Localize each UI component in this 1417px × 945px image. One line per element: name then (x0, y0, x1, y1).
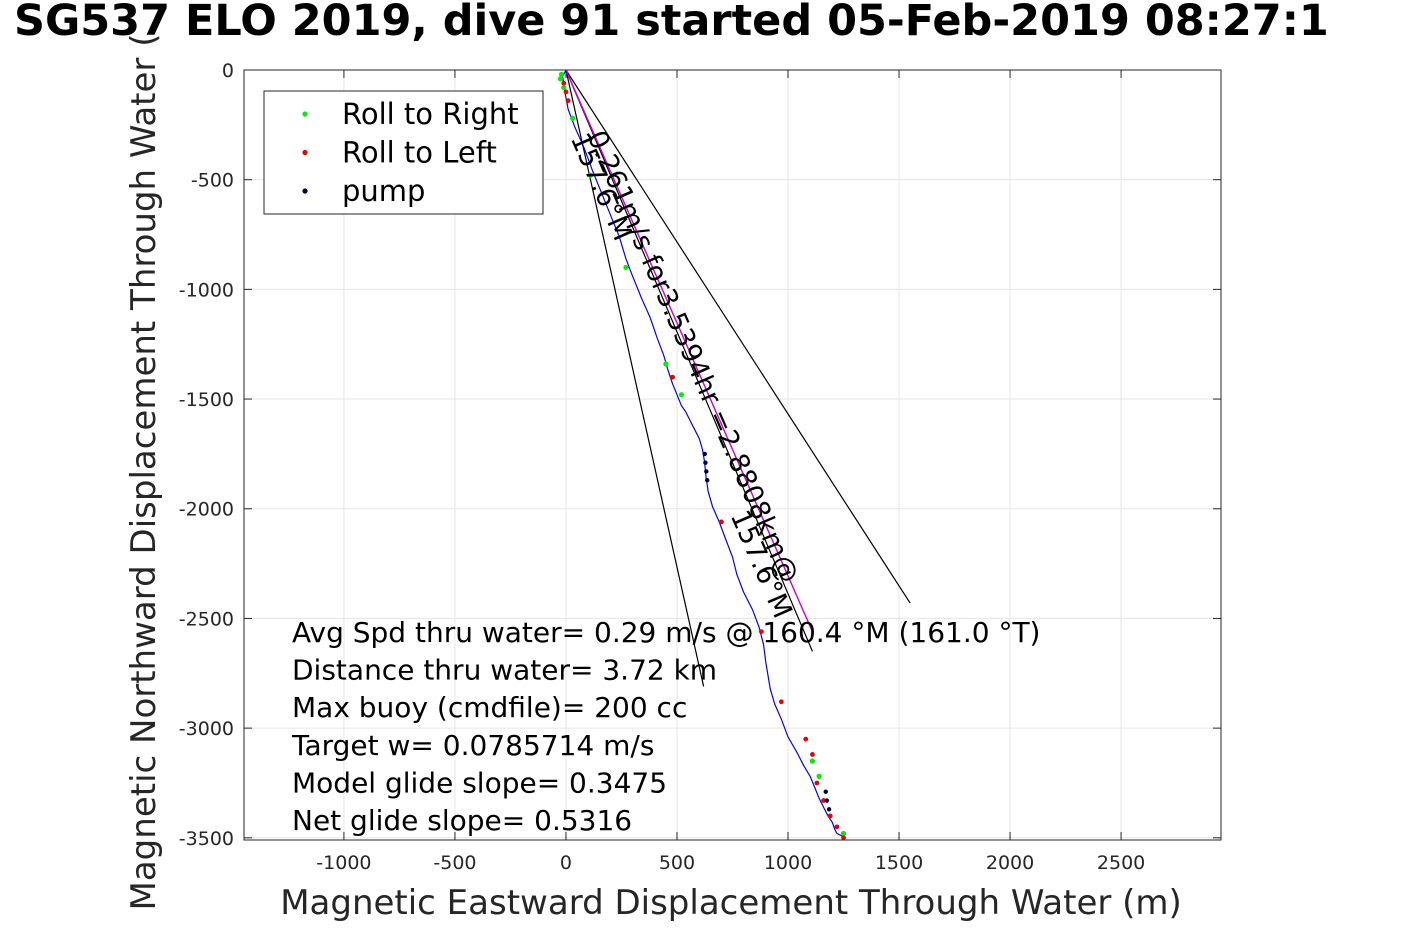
legend-marker (302, 111, 308, 117)
roll-right-point (561, 84, 567, 91)
roll-right-point (557, 76, 564, 82)
roll-left-point (758, 629, 764, 634)
roll-left-point (563, 89, 569, 95)
pump-point (823, 789, 828, 794)
roll-left-point (670, 374, 675, 380)
legend-label: pump (342, 174, 425, 208)
heading-line-segment (565, 69, 814, 632)
wedge-line (565, 69, 705, 687)
roll-right-point (663, 361, 669, 367)
y-tick-label: -1000 (179, 279, 234, 301)
y-tick-label: -3000 (179, 718, 234, 740)
y-tick-label: -1500 (179, 389, 234, 411)
stats-block: Avg Spd thru water= 0.29 m/s @ 160.4 °M … (291, 616, 1040, 837)
pump-point (826, 807, 832, 812)
legend: Roll to Right Roll to Left pump (263, 90, 544, 215)
roll-left-point (718, 519, 724, 525)
roll-left-point (821, 798, 826, 803)
pump-point (703, 460, 708, 465)
roll-left-point (827, 813, 833, 819)
roll-markers (557, 71, 847, 841)
roll-right-point (816, 773, 822, 779)
stat-line: Model glide slope= 0.3475 (292, 766, 667, 799)
stat-line: Max buoy (cmdfile)= 200 cc (292, 691, 687, 724)
roll-left-point (810, 752, 815, 757)
roll-left-point (778, 699, 784, 705)
x-tick-label: 1500 (875, 852, 923, 874)
roll-right-point (570, 115, 576, 121)
plot-frame (243, 69, 1222, 841)
track-layer (561, 69, 845, 839)
roll-right-point (678, 392, 685, 398)
pump-point (704, 478, 710, 483)
y-axis-label: Magnetic Northward Displacement Through … (124, 34, 164, 911)
wedge-line (565, 69, 911, 604)
legend-label: Roll to Right (342, 97, 519, 131)
y-tick-label: -2000 (179, 499, 234, 521)
stat-line: Distance thru water= 3.72 km (292, 654, 717, 687)
legend-marker (302, 149, 308, 156)
roll-right-point (587, 172, 593, 178)
y-tick-label: -500 (191, 170, 234, 192)
y-tick-label: -3500 (179, 828, 234, 850)
x-axis-label: Magnetic Eastward Displacement Through W… (280, 883, 1182, 923)
roll-right-point (558, 71, 565, 77)
x-tick-label: -1000 (316, 852, 371, 874)
legend-label: Roll to Left (342, 136, 497, 170)
stat-line: Avg Spd thru water= 0.29 m/s @ 160.4 °M … (292, 616, 1040, 649)
x-tick-label: 500 (659, 852, 695, 874)
track-line (561, 69, 845, 839)
roll-left-point (565, 98, 571, 104)
stat-line: Target w= 0.0785714 m/s (291, 729, 654, 762)
roll-left-point (814, 780, 820, 786)
chart-title: SG537 ELO 2019, dive 91 started 05-Feb-2… (14, 0, 1329, 46)
roll-left-point (841, 835, 846, 841)
pump-point (824, 798, 830, 803)
x-tick-label: 0 (560, 852, 572, 874)
pump-point (704, 469, 709, 474)
y-tick-label: 0 (222, 60, 234, 82)
roll-right-point (809, 758, 816, 764)
roll-left-point (834, 824, 840, 830)
pump-point (702, 451, 707, 457)
heading-line (565, 69, 814, 632)
x-tick-label: -500 (433, 852, 476, 874)
axis-ticks: -1000 -500 0 500 1000 1500 2000 2500 0 -500 -1000 -… (179, 60, 1221, 874)
grid (244, 69, 1221, 840)
legend-box (263, 90, 544, 215)
roll-left-point (803, 736, 809, 742)
x-tick-label: 1000 (764, 852, 812, 874)
roll-right-point (840, 830, 847, 837)
x-tick-label: 2500 (1097, 852, 1145, 874)
x-tick-label: 2000 (986, 852, 1034, 874)
roll-left-point (561, 80, 567, 86)
y-tick-label: -2500 (179, 608, 234, 630)
heading-wedge-lines (565, 69, 911, 687)
roll-right-point (623, 264, 629, 271)
wedge-line (565, 69, 813, 652)
legend-marker (302, 188, 308, 194)
stat-line: Net glide slope= 0.5316 (292, 804, 632, 837)
